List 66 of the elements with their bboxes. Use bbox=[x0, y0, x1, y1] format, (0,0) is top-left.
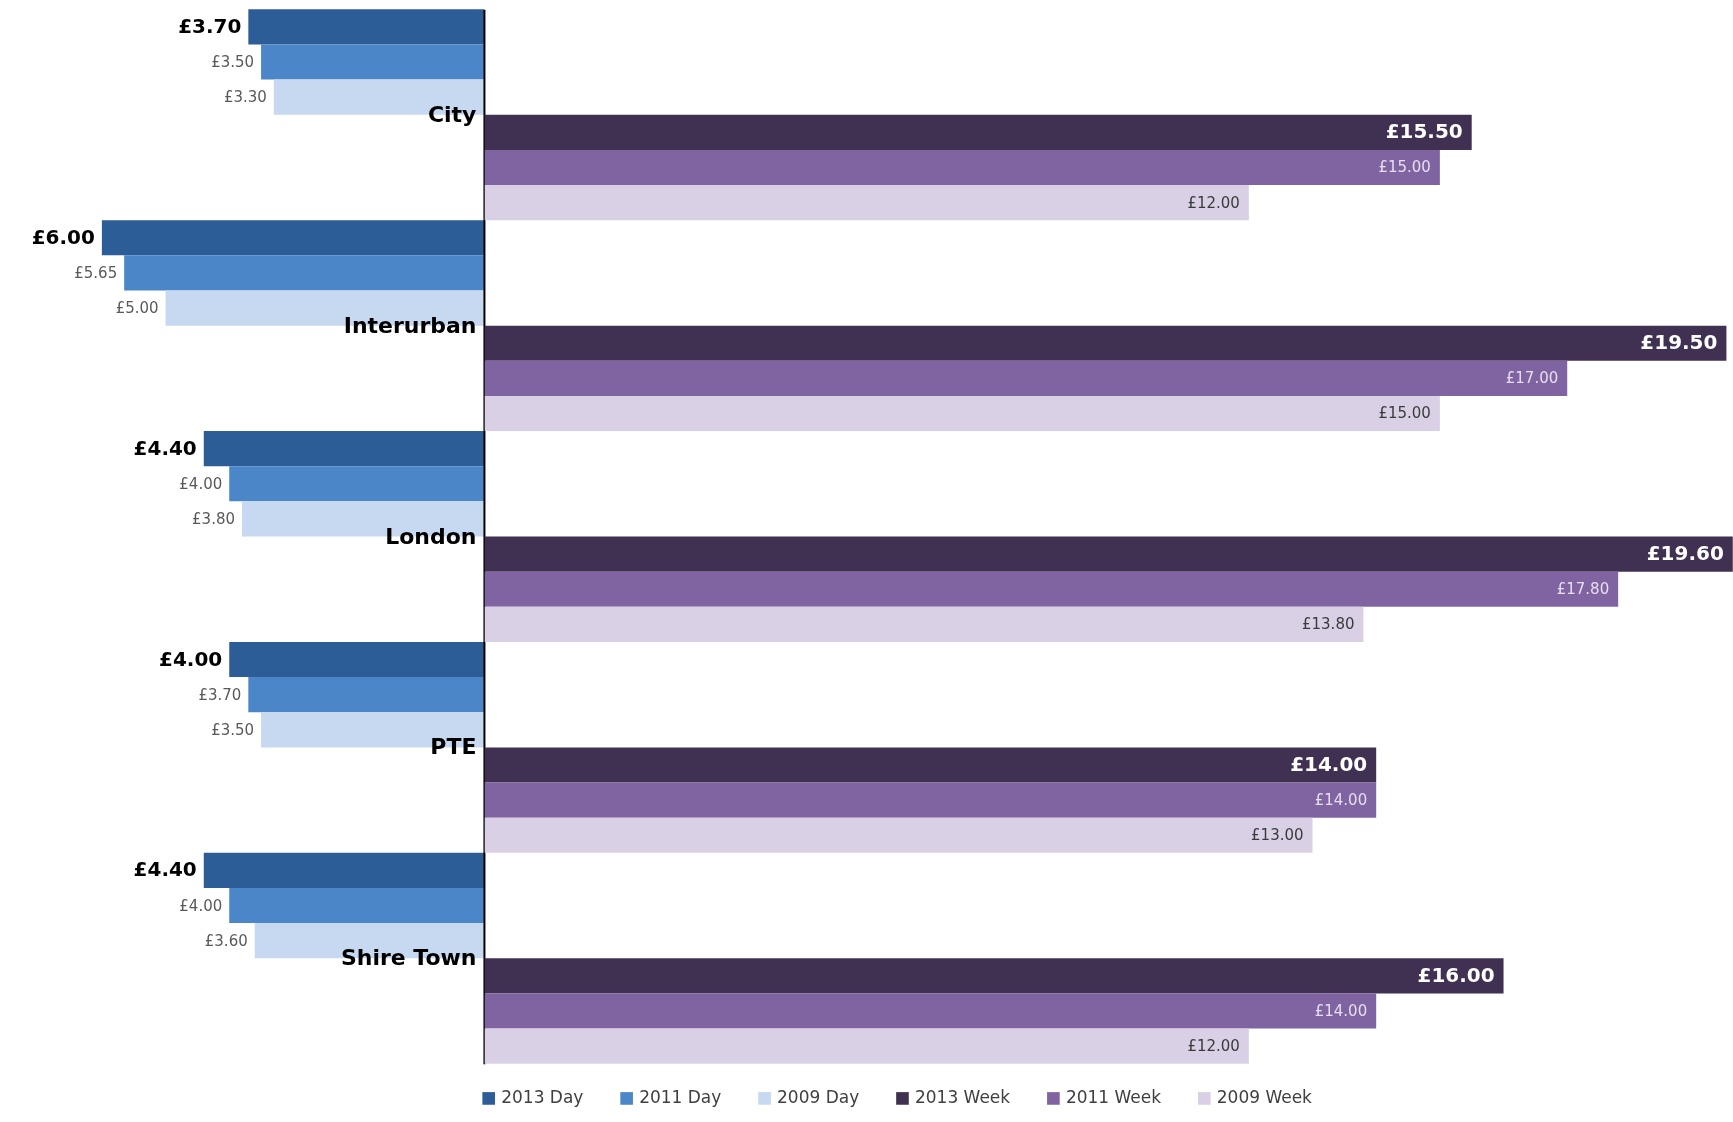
data-label: £3.80 bbox=[192, 509, 235, 528]
y-tick-label: City bbox=[427, 101, 477, 127]
bar bbox=[484, 958, 1504, 994]
legend-label: 2011 Week bbox=[1065, 1087, 1162, 1108]
bar bbox=[484, 747, 1377, 783]
bar bbox=[484, 536, 1733, 572]
y-tick-label: Shire Town bbox=[340, 945, 477, 971]
data-label: £17.00 bbox=[1505, 369, 1559, 388]
data-label: £3.70 bbox=[178, 13, 242, 38]
legend-label: 2013 Day bbox=[501, 1087, 584, 1108]
legend-label: 2009 Day bbox=[777, 1087, 860, 1108]
bar bbox=[484, 360, 1568, 396]
bar bbox=[248, 9, 484, 45]
data-label: £3.50 bbox=[211, 720, 255, 739]
data-label: £15.00 bbox=[1378, 158, 1431, 177]
y-tick-label: London bbox=[385, 523, 477, 549]
bar bbox=[261, 44, 484, 80]
data-label: £3.30 bbox=[223, 88, 267, 107]
data-label: £15.50 bbox=[1385, 119, 1463, 144]
bar bbox=[484, 817, 1313, 853]
bar bbox=[484, 782, 1377, 818]
data-label: £17.80 bbox=[1556, 580, 1610, 599]
data-label: £3.60 bbox=[204, 931, 248, 950]
bar bbox=[484, 114, 1472, 150]
bar bbox=[484, 185, 1249, 221]
data-label: £6.00 bbox=[31, 224, 95, 249]
data-label: £19.50 bbox=[1640, 330, 1718, 355]
data-label: £3.70 bbox=[198, 685, 242, 704]
data-label: £13.80 bbox=[1302, 615, 1355, 634]
data-label: £4.00 bbox=[179, 896, 223, 915]
data-label: £15.00 bbox=[1378, 404, 1431, 423]
bar bbox=[248, 677, 484, 713]
bar bbox=[484, 606, 1364, 642]
data-label: £13.00 bbox=[1251, 826, 1304, 845]
legend-label: 2011 Day bbox=[639, 1087, 722, 1108]
bar bbox=[484, 571, 1619, 607]
data-label: £4.00 bbox=[179, 474, 223, 493]
data-label: £4.40 bbox=[133, 857, 197, 882]
bar bbox=[229, 466, 484, 502]
bar bbox=[484, 325, 1727, 361]
bar bbox=[101, 220, 484, 256]
data-label: £19.60 bbox=[1646, 541, 1724, 566]
bar bbox=[203, 431, 484, 467]
legend-label: 2009 Week bbox=[1216, 1087, 1313, 1108]
data-label: £4.40 bbox=[133, 435, 197, 460]
bar bbox=[484, 149, 1440, 186]
bar bbox=[484, 1028, 1249, 1064]
data-label: £12.00 bbox=[1187, 193, 1240, 212]
bar bbox=[484, 993, 1377, 1029]
bar bbox=[484, 395, 1440, 432]
y-tick-label: PTE bbox=[430, 734, 477, 760]
legend-label: 2013 Week bbox=[914, 1087, 1011, 1108]
data-label: £14.00 bbox=[1290, 751, 1368, 776]
bar bbox=[229, 887, 484, 924]
data-label: £5.65 bbox=[74, 263, 118, 282]
data-label: £3.50 bbox=[211, 53, 255, 72]
data-label: £16.00 bbox=[1417, 962, 1495, 987]
y-tick-label: Interurban bbox=[343, 312, 477, 338]
bar bbox=[203, 852, 484, 888]
bar bbox=[229, 641, 484, 678]
data-label: £14.00 bbox=[1314, 791, 1368, 810]
data-label: £4.00 bbox=[159, 646, 223, 671]
data-label: £5.00 bbox=[115, 299, 159, 318]
data-label: £12.00 bbox=[1187, 1037, 1240, 1056]
bar bbox=[124, 255, 484, 291]
data-label: £14.00 bbox=[1314, 1001, 1368, 1020]
